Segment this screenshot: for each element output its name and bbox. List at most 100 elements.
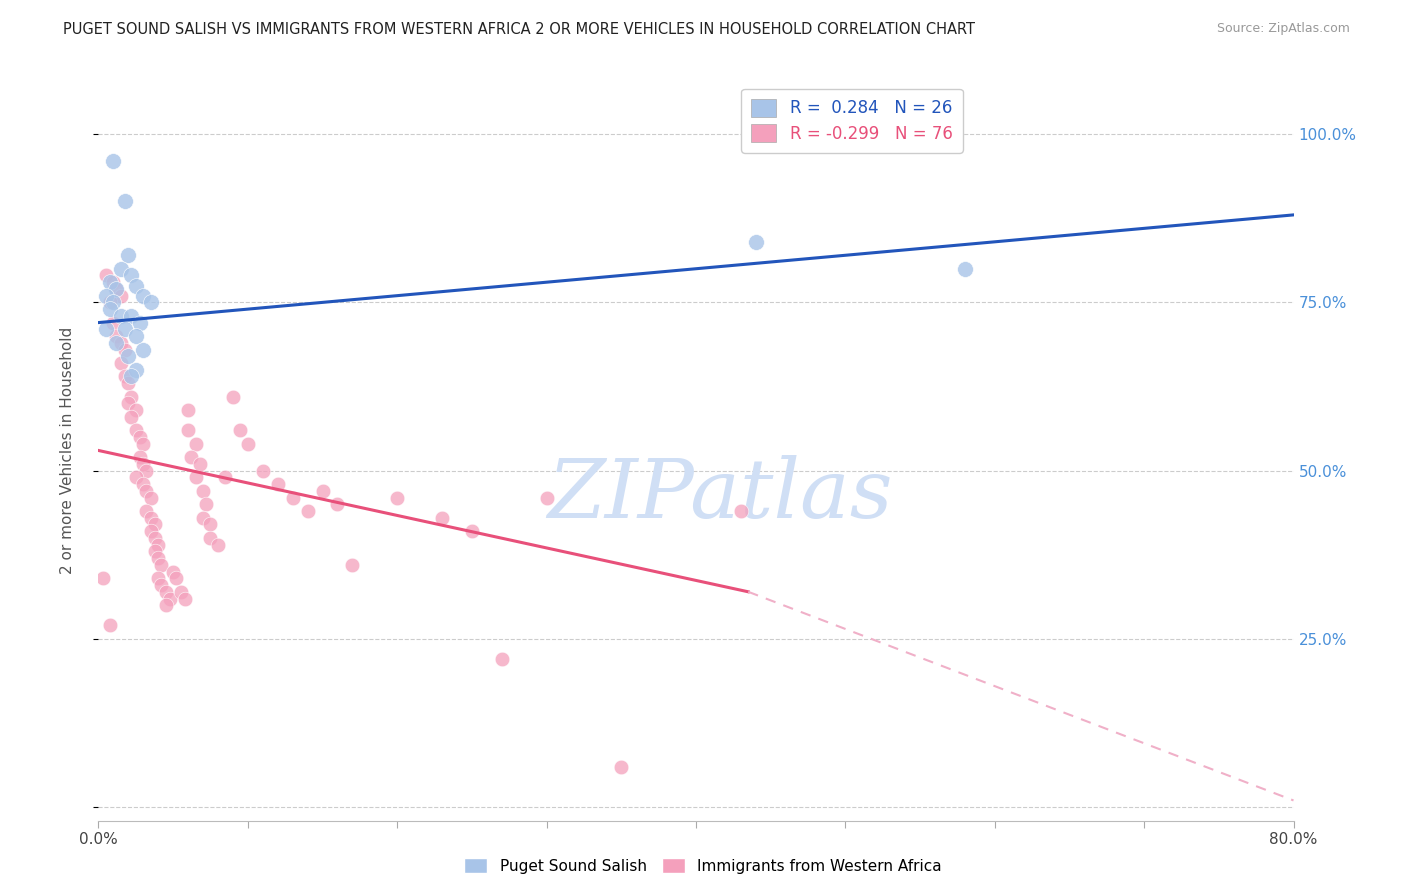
Point (114, 322, 136, 336)
Point (148, 571, 170, 585)
Point (139, 295, 162, 310)
Point (129, 430, 152, 444)
Point (143, 544, 166, 558)
Point (311, 483, 333, 498)
Point (200, 531, 222, 545)
Point (188, 457, 211, 471)
Point (214, 470, 236, 484)
Point (191, 510, 214, 524)
Point (385, 491, 409, 505)
Legend: Puget Sound Salish, Immigrants from Western Africa: Puget Sound Salish, Immigrants from West… (458, 852, 948, 880)
Point (132, 477, 155, 491)
Point (159, 591, 181, 606)
Point (326, 497, 349, 511)
Point (125, 362, 148, 376)
Point (177, 423, 200, 437)
Point (105, 282, 128, 296)
Point (745, 235, 768, 249)
Point (132, 343, 155, 357)
Point (342, 558, 364, 572)
Point (98, 275, 122, 289)
Point (953, 261, 976, 276)
Point (132, 288, 155, 302)
Point (730, 504, 752, 518)
Point (105, 282, 128, 296)
Legend: R =  0.284   N = 26, R = -0.299   N = 76: R = 0.284 N = 26, R = -0.299 N = 76 (741, 88, 963, 153)
Point (103, 295, 125, 310)
Point (110, 309, 132, 323)
Point (98, 302, 122, 317)
Point (110, 356, 132, 370)
Point (491, 652, 513, 666)
Point (267, 477, 290, 491)
Point (110, 261, 132, 276)
Point (229, 423, 252, 437)
Point (94, 288, 117, 302)
Point (110, 335, 132, 350)
Point (200, 517, 222, 532)
Point (98, 618, 122, 632)
Point (184, 470, 207, 484)
Point (236, 436, 259, 450)
Point (461, 524, 484, 539)
Point (120, 369, 142, 384)
Point (143, 531, 166, 545)
Text: Source: ZipAtlas.com: Source: ZipAtlas.com (1216, 22, 1350, 36)
Point (125, 329, 148, 343)
Point (132, 436, 155, 450)
Point (120, 390, 142, 404)
Point (125, 403, 148, 417)
Point (117, 376, 139, 391)
Point (174, 591, 197, 606)
Point (297, 504, 319, 518)
Point (139, 510, 162, 524)
Point (129, 450, 152, 465)
Point (132, 457, 155, 471)
Point (103, 154, 125, 169)
Point (129, 316, 152, 330)
Point (139, 491, 162, 505)
Point (91, 571, 114, 585)
Point (169, 584, 191, 599)
Point (125, 278, 148, 293)
Point (177, 403, 200, 417)
Point (125, 423, 148, 437)
Point (117, 396, 139, 410)
Point (94, 322, 117, 336)
Point (150, 558, 173, 572)
Point (117, 248, 139, 262)
Point (94, 268, 117, 283)
Point (135, 504, 157, 518)
Point (155, 599, 177, 613)
Point (184, 436, 207, 450)
Point (430, 510, 453, 524)
Point (120, 409, 142, 424)
Point (120, 309, 142, 323)
Y-axis label: 2 or more Vehicles in Household: 2 or more Vehicles in Household (60, 326, 75, 574)
Point (536, 491, 558, 505)
Point (125, 470, 148, 484)
Point (207, 538, 229, 552)
Point (103, 316, 125, 330)
Point (120, 268, 142, 283)
Point (610, 760, 633, 774)
Point (139, 524, 162, 539)
Point (165, 571, 187, 585)
Point (281, 491, 304, 505)
Point (191, 483, 214, 498)
Point (135, 483, 157, 498)
Point (135, 464, 157, 478)
Point (114, 343, 136, 357)
Point (117, 349, 139, 363)
Point (148, 551, 170, 566)
Point (195, 497, 218, 511)
Point (103, 275, 125, 289)
Point (143, 517, 166, 532)
Text: PUGET SOUND SALISH VS IMMIGRANTS FROM WESTERN AFRICA 2 OR MORE VEHICLES IN HOUSE: PUGET SOUND SALISH VS IMMIGRANTS FROM WE… (63, 22, 976, 37)
Point (114, 194, 136, 209)
Text: ZIPatlas: ZIPatlas (547, 455, 893, 535)
Point (105, 329, 128, 343)
Point (114, 369, 136, 384)
Point (162, 565, 184, 579)
Point (252, 464, 274, 478)
